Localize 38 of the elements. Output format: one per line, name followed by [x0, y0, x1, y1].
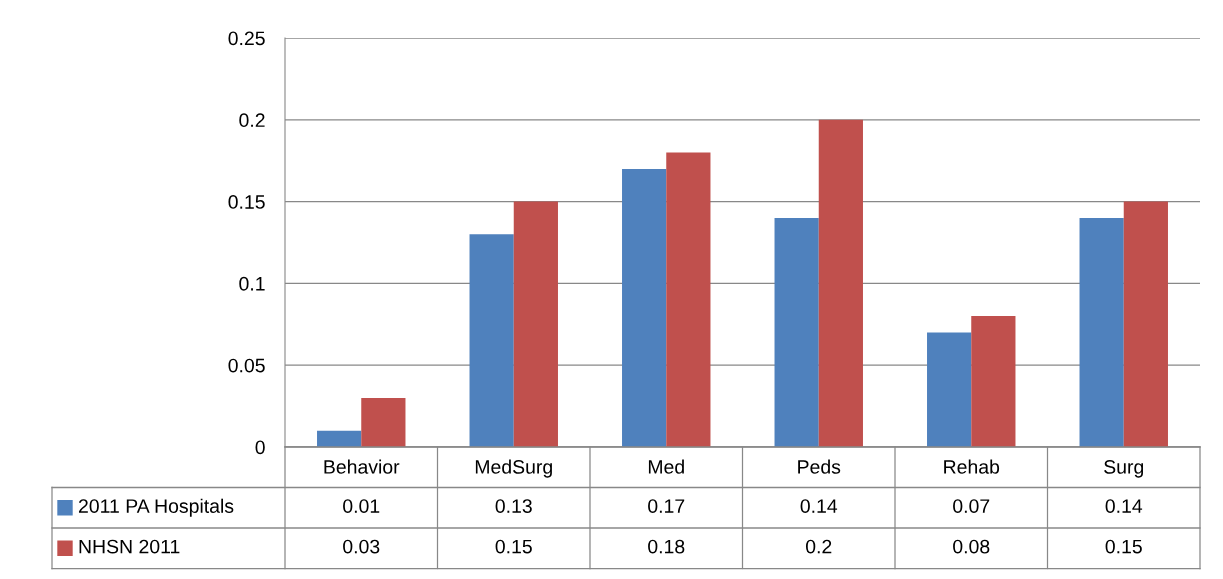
legend-label: 2011 PA Hospitals — [78, 498, 234, 517]
data-label: 0.01 — [343, 499, 380, 513]
data-label: 0.17 — [648, 499, 685, 513]
x-tick-label: Rehab — [944, 459, 1000, 474]
x-tick-label: Surg — [1104, 460, 1144, 478]
data-label: 0.08 — [953, 539, 990, 554]
data-label: 0.13 — [495, 499, 532, 513]
data-label: 0.2 — [806, 539, 832, 554]
x-tick-label: Peds — [798, 459, 841, 474]
bar — [1123, 201, 1168, 447]
y-tick-label: 0.25 — [228, 31, 265, 46]
y-tick-label: 0.1 — [239, 276, 265, 291]
legend-label: NHSN 2011 — [79, 539, 180, 554]
y-tick-label: 0.2 — [239, 113, 265, 128]
bar — [971, 316, 1016, 447]
data-label: 0.18 — [648, 539, 685, 554]
x-tick-label: Behavior — [324, 459, 400, 474]
bar — [818, 119, 863, 447]
data-label: 0.14 — [800, 499, 838, 513]
data-label: 0.15 — [495, 539, 532, 554]
bar — [622, 168, 667, 447]
data-label: 0.07 — [953, 499, 990, 513]
y-tick-label: 0.05 — [228, 358, 265, 373]
bar — [927, 332, 972, 447]
bar — [513, 201, 558, 447]
y-tick-label: 0.15 — [228, 195, 265, 209]
bar — [469, 234, 514, 447]
bar — [1079, 217, 1124, 447]
bar — [666, 152, 711, 447]
bar — [317, 430, 362, 447]
y-tick-label: 0 — [255, 440, 265, 455]
bar — [774, 217, 819, 447]
data-label: 0.15 — [1105, 539, 1142, 554]
x-tick-label: MedSurg — [475, 459, 552, 478]
data-label: 0.03 — [343, 539, 380, 554]
x-tick-label: Med — [648, 459, 684, 474]
data-label: 0.14 — [1105, 499, 1143, 513]
bar — [361, 397, 406, 447]
